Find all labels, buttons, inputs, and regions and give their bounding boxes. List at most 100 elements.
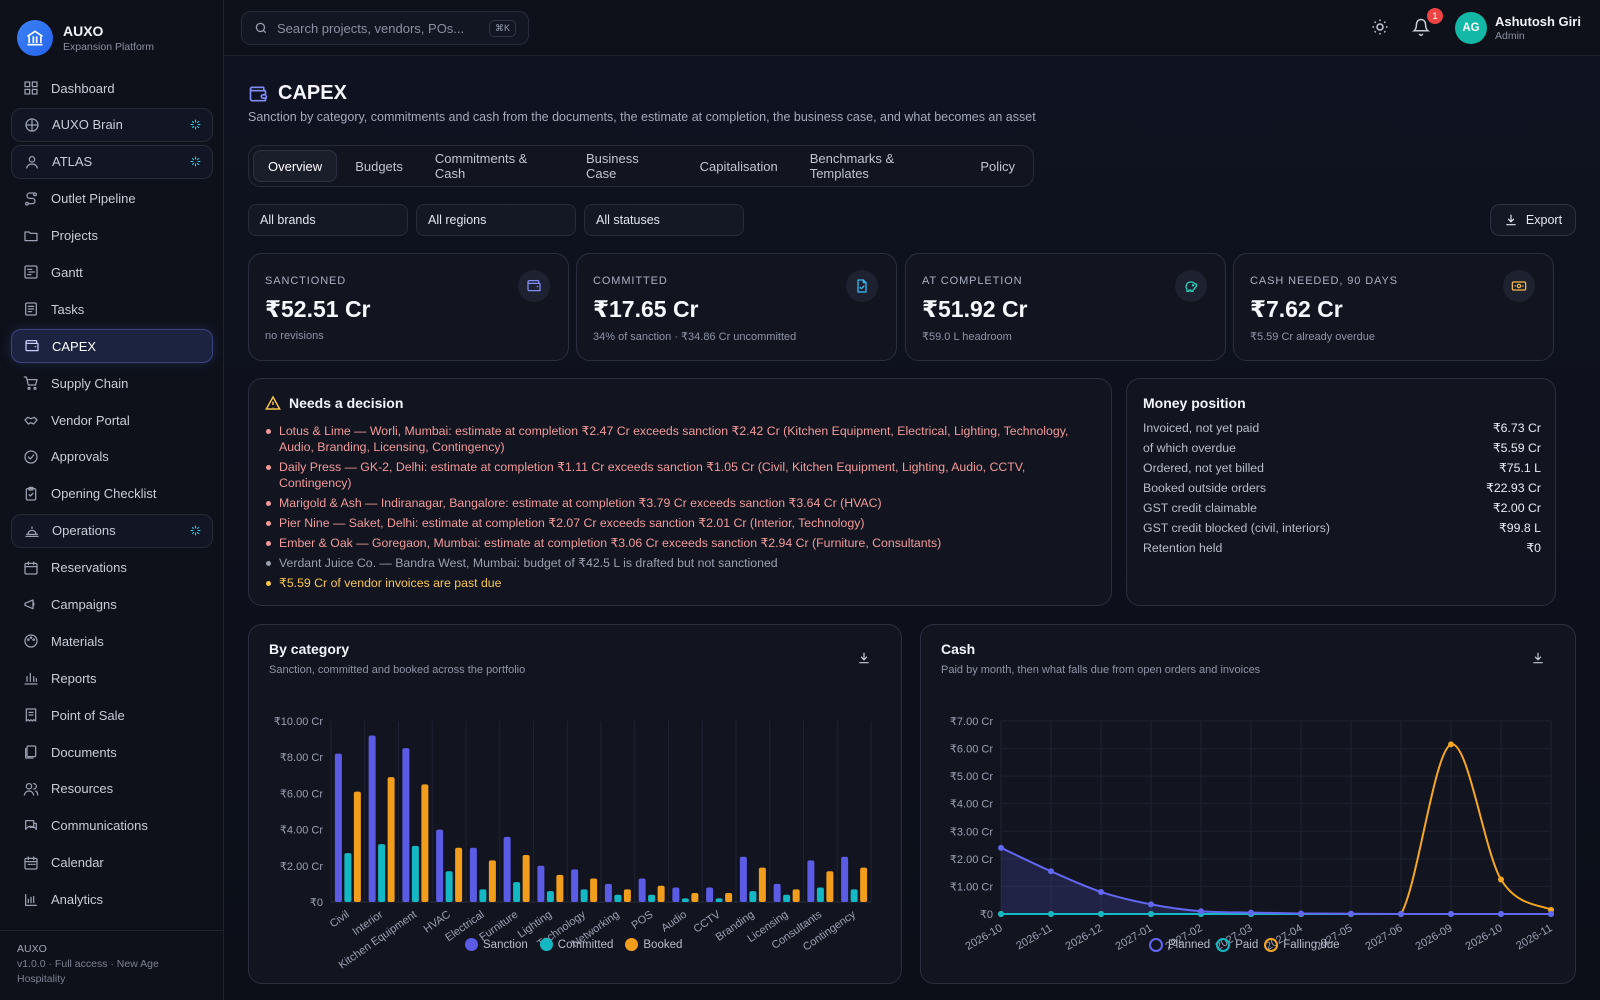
sidebar-item-operations[interactable]: Operations	[11, 513, 213, 548]
sidebar-item-auxo-brain[interactable]: AUXO Brain	[11, 107, 213, 142]
sidebar-item-documents[interactable]: Documents	[11, 735, 213, 769]
legend-item[interactable]: Falling due	[1264, 938, 1340, 952]
sidebar-item-calendar[interactable]: Calendar	[11, 846, 213, 880]
decision-item[interactable]: Ember & Oak — Goregaon, Mumbai: estimate…	[265, 535, 1090, 551]
sidebar-item-supply-chain[interactable]: Supply Chain	[11, 366, 213, 400]
legend-item[interactable]: Sanction	[465, 938, 528, 951]
tab-policy[interactable]: Policy	[980, 158, 1015, 174]
money-row: GST credit blocked (civil, interiors) ₹99…	[1143, 521, 1541, 535]
region-filter[interactable]: All regions	[416, 204, 576, 236]
sidebar-item-reports[interactable]: Reports	[11, 661, 213, 695]
money-row-value: ₹2.00 Cr	[1492, 501, 1541, 515]
brain-icon	[24, 117, 40, 133]
sidebar-item-analytics[interactable]: Analytics	[11, 883, 213, 917]
legend-item[interactable]: Committed	[539, 938, 613, 951]
sidebar-item-label: Point of Sale	[51, 707, 125, 723]
sidebar-item-approvals[interactable]: Approvals	[11, 440, 213, 474]
cash-line-chart: ₹0 ₹1.00 Cr ₹2.00 Cr ₹3.00 Cr ₹4.00 Cr ₹5.00 …	[950, 716, 1555, 953]
legend-item[interactable]: Booked	[625, 938, 682, 951]
tab-bar: Overview Budgets Commitments & Cash Busines…	[248, 145, 1034, 187]
download-icon[interactable]	[857, 651, 871, 668]
kpi-note: ₹5.59 Cr already overdue	[1250, 331, 1376, 343]
user-name[interactable]: Ashutosh Giri	[1495, 14, 1581, 29]
handshake-icon	[23, 412, 39, 428]
decision-item[interactable]: Marigold & Ash — Indiranagar, Bangalore:…	[265, 495, 1090, 511]
tab-commitments-cash[interactable]: Commitments & Cash	[434, 151, 528, 181]
page-heading: CAPEX	[278, 82, 347, 104]
sidebar-item-label: Operations	[52, 523, 116, 539]
sidebar-item-projects[interactable]: Projects	[11, 219, 213, 253]
sidebar-item-tasks[interactable]: Tasks	[11, 292, 213, 326]
bar-committed	[546, 891, 554, 902]
palette-icon	[23, 633, 39, 649]
status-filter[interactable]: All statuses	[584, 204, 744, 236]
x-tick-label: Audio	[659, 909, 689, 935]
sidebar-item-label: AUXO Brain	[52, 117, 123, 133]
sidebar-item-outlet-pipeline[interactable]: Outlet Pipeline	[11, 182, 213, 216]
footer-name: AUXO	[17, 943, 47, 955]
sidebar-item-campaigns[interactable]: Campaigns	[11, 587, 213, 621]
sidebar-item-gantt[interactable]: Gantt	[11, 255, 213, 289]
sidebar-item-dashboard[interactable]: Dashboard	[11, 71, 213, 105]
data-point	[1548, 911, 1554, 917]
brand-filter[interactable]: All brands	[248, 204, 408, 236]
bar-booked	[556, 874, 564, 902]
files-icon	[23, 744, 39, 760]
y-tick-label: ₹10.00 Cr	[274, 716, 324, 728]
sidebar-footer: AUXO v1.0.0 · Full access · New Age Hosp…	[17, 942, 177, 987]
sidebar-item-resources[interactable]: Resources	[11, 772, 213, 806]
bar-committed	[850, 889, 858, 902]
y-tick-label: ₹4.00 Cr	[950, 799, 993, 811]
brand[interactable]: AUXO Expansion Platform	[17, 20, 154, 56]
user-icon	[24, 154, 40, 170]
download-icon[interactable]	[1531, 651, 1545, 668]
decision-item[interactable]: Verdant Juice Co. — Bandra West, Mumbai:…	[265, 555, 1090, 571]
y-tick-label: ₹0	[310, 897, 323, 909]
kpi-value: ₹17.65 Cr	[593, 296, 699, 322]
category-chart-panel: By category Sanction, committed and book…	[248, 624, 902, 984]
sidebar-item-atlas[interactable]: ATLAS	[11, 144, 213, 179]
sidebar-item-vendor-portal[interactable]: Vendor Portal	[11, 403, 213, 437]
decision-item[interactable]: Lotus & Lime — Worli, Mumbai: estimate a…	[265, 423, 1090, 455]
money-row-value: ₹5.59 Cr	[1492, 441, 1541, 455]
y-tick-label: ₹3.00 Cr	[950, 826, 993, 838]
tab-capitalisation[interactable]: Capitalisation	[699, 158, 778, 174]
route-icon	[23, 191, 39, 207]
user-role: Admin	[1495, 30, 1525, 42]
export-button[interactable]: Export	[1490, 204, 1576, 236]
clipboard-icon	[23, 486, 39, 502]
y-tick-label: ₹5.00 Cr	[950, 771, 993, 783]
decision-item[interactable]: ₹5.59 Cr of vendor invoices are past due	[265, 575, 1090, 591]
sun-icon[interactable]	[1371, 18, 1389, 39]
avatar[interactable]: AG	[1455, 12, 1487, 44]
bar-sanction	[571, 869, 579, 902]
legend-item[interactable]: Planned	[1149, 938, 1210, 952]
decision-list: Lotus & Lime — Worli, Mumbai: estimate a…	[265, 423, 1090, 595]
money-title: Money position	[1143, 395, 1246, 411]
sidebar-item-materials[interactable]: Materials	[11, 624, 213, 658]
sidebar-item-communications[interactable]: Communications	[11, 809, 213, 843]
legend-item[interactable]: Paid	[1216, 938, 1258, 952]
money-row: Ordered, not yet billed ₹75.1 L	[1143, 461, 1541, 475]
bar-chart-icon	[23, 670, 39, 686]
decision-item[interactable]: Pier Nine — Saket, Delhi: estimate at co…	[265, 515, 1090, 531]
bell-icon[interactable]	[1411, 18, 1431, 39]
tab-benchmarks-templates[interactable]: Benchmarks & Templates	[809, 151, 895, 181]
legend-swatch	[625, 938, 639, 951]
notification-badge: 1	[1427, 8, 1443, 24]
sidebar-item-opening-checklist[interactable]: Opening Checklist	[11, 477, 213, 511]
footer-meta: v1.0.0 · Full access · New Age Hospitali…	[17, 958, 159, 985]
search-input[interactable]: Search projects, vendors, POs... ⌘K	[241, 11, 529, 45]
data-point	[1198, 908, 1204, 915]
bar-committed	[681, 898, 689, 902]
sidebar-item-label: Approvals	[51, 449, 109, 465]
sidebar-item-point-of-sale[interactable]: Point of Sale	[11, 698, 213, 732]
decision-item[interactable]: Daily Press — GK-2, Delhi: estimate at c…	[265, 459, 1090, 491]
sidebar-item-reservations[interactable]: Reservations	[11, 551, 213, 585]
data-point	[1248, 909, 1254, 916]
tab-business-case[interactable]: Business Case	[585, 151, 639, 181]
tab-budgets[interactable]: Budgets	[355, 158, 403, 174]
sidebar-item-capex[interactable]: CAPEX	[11, 329, 213, 364]
tab-overview[interactable]: Overview	[253, 150, 338, 182]
money-row-value: ₹22.93 Cr	[1486, 481, 1541, 495]
